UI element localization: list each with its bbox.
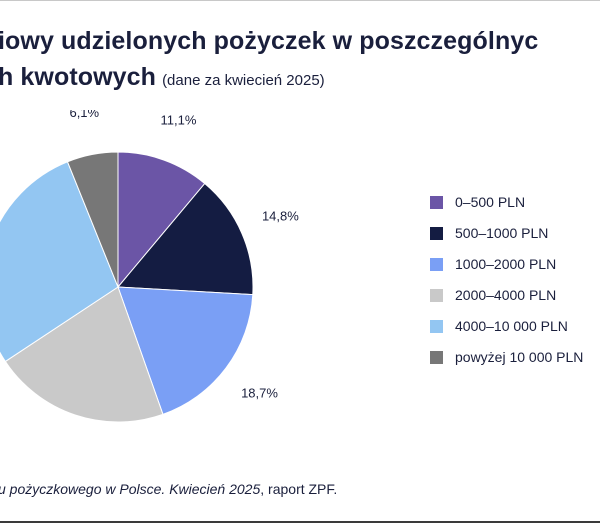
chart-title-line-1: iowy udzielonych pożyczek w poszczególny… <box>0 27 538 56</box>
pie-slice-2 <box>116 182 254 296</box>
legend-swatch <box>430 196 443 209</box>
bottom-divider <box>0 521 600 523</box>
pie-slice-3 <box>117 286 254 415</box>
legend-label: 500–1000 PLN <box>455 225 549 241</box>
pie-data-label-1: 11,1% <box>161 113 197 128</box>
legend-swatch <box>430 258 443 271</box>
pie-slice-6 <box>66 151 119 288</box>
legend-swatch <box>430 351 443 364</box>
title-text-2: h kwotowych <box>0 63 157 91</box>
legend-label: 1000–2000 PLN <box>455 256 557 272</box>
pie-data-label-4: 21,1% <box>43 447 80 450</box>
top-divider <box>0 0 600 1</box>
legend-swatch <box>430 320 443 333</box>
legend-label: 4000–10 000 PLN <box>455 318 568 334</box>
chart-title-line-2: h kwotowych (dane za kwiecień 2025) <box>0 63 325 92</box>
pie-data-label-6: 6,1% <box>69 110 99 120</box>
pie-slice-5 <box>0 161 119 363</box>
pie-slices <box>0 151 254 423</box>
title-text-1: iowy udzielonych pożyczek w poszczególny… <box>0 27 539 55</box>
legend-label: powyżej 10 000 PLN <box>455 349 584 365</box>
pie-data-label-3: 18,7% <box>241 385 278 400</box>
source-note: u pożyczkowego w Polsce. Kwiecień 2025, … <box>0 481 337 497</box>
pie-data-label-2: 14,8% <box>262 209 299 224</box>
chart-subtitle: (dane za kwiecień 2025) <box>162 72 325 89</box>
legend-swatch <box>430 227 443 240</box>
pie-chart: 11,1% 14,8% 18,7% 21,1% 6,1% <box>0 110 299 450</box>
pie-slice-1 <box>117 151 206 289</box>
legend-label: 2000–4000 PLN <box>455 287 557 303</box>
source-italic-text: u pożyczkowego w Polsce. Kwiecień 2025 <box>0 481 261 497</box>
legend-label: 0–500 PLN <box>455 194 526 210</box>
legend-swatch <box>430 289 443 302</box>
source-plain-text: , raport ZPF. <box>260 481 338 497</box>
pie-data-labels: 11,1% 14,8% 18,7% 21,1% 6,1% <box>43 110 299 450</box>
pie-slice-4 <box>4 286 164 423</box>
